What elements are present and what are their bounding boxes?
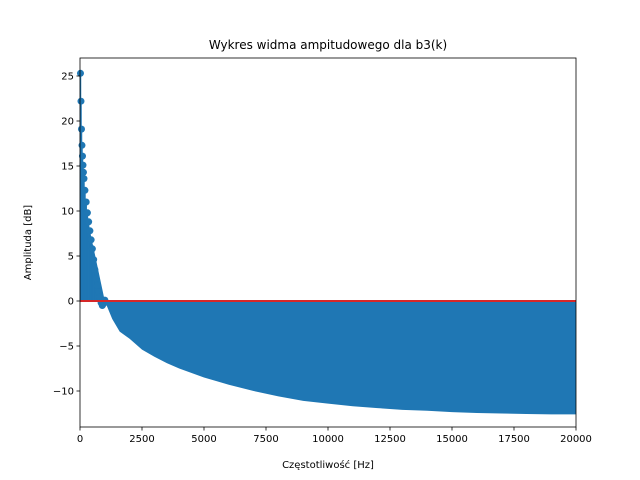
stem-fill [80,184,576,415]
stem-marker [80,175,88,183]
x-tick-label: 12500 [374,434,406,445]
y-axis: −10 −5 0 5 10 15 20 25 [53,72,80,398]
stem-marker [93,282,101,290]
x-tick-label: 7500 [253,434,278,445]
x-tick-label: 20000 [560,434,592,445]
x-axis-label: Częstotliwość [Hz] [282,459,374,471]
y-tick-label: 25 [61,72,74,83]
stem-marker [83,209,91,217]
stem-marker [81,186,89,194]
x-tick-label: 0 [77,434,83,445]
y-tick-label: 10 [61,207,74,218]
y-tick-label: 5 [68,252,74,263]
chart-title: Wykres widma ampitudowego dla b3(k) [209,38,447,52]
x-axis: 0 2500 5000 7500 10000 12500 15000 17500 20000 [77,427,592,445]
x-tick-label: 5000 [191,434,216,445]
stem-marker [92,275,100,282]
y-tick-label: 15 [61,162,74,173]
stem-marker [77,125,85,133]
stem-marker [86,227,94,235]
stem-marker [88,245,96,253]
y-axis-label: Amplituda [dB] [23,205,34,281]
y-tick-label: 0 [68,297,74,308]
stem-marker [76,69,84,77]
y-tick-label: −5 [59,342,74,353]
stem-marker [78,152,86,160]
x-tick-label: 2500 [129,434,154,445]
stem-marker [79,168,87,176]
stem-marker [90,256,98,264]
stem-marker [77,97,85,105]
stem-marker [79,161,87,169]
stem-marker [95,288,103,296]
stem-marker [87,236,95,244]
y-tick-label: −10 [53,387,74,398]
y-tick-label: 20 [61,117,74,128]
stem-marker [82,198,90,206]
stem-marker [91,266,99,273]
x-tick-label: 17500 [498,434,530,445]
x-tick-label: 15000 [436,434,468,445]
stem-marker [85,218,93,226]
x-tick-label: 10000 [312,434,344,445]
stem-marker [78,141,86,149]
